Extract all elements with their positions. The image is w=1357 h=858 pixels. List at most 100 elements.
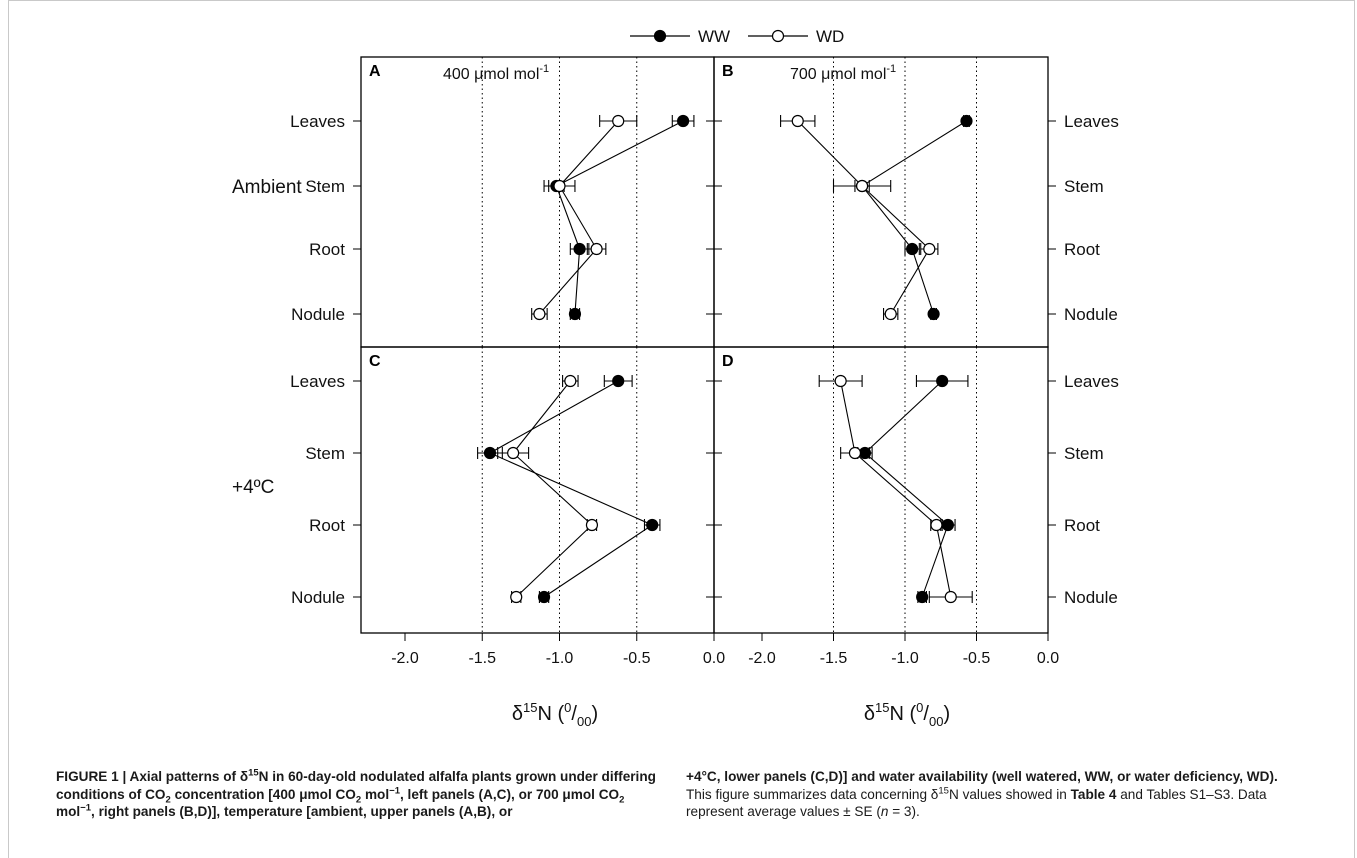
x-tick-label: -0.5 xyxy=(963,650,991,667)
data-point-wd xyxy=(884,307,897,321)
caption-text: N values showed in xyxy=(948,786,1071,802)
caption-text: n xyxy=(880,804,889,819)
x-tick-label: -2.0 xyxy=(391,650,419,667)
x-axis-label: δ15N (0/00) xyxy=(512,700,598,729)
data-point-wd xyxy=(930,518,943,532)
y-tick-label: Root xyxy=(1064,516,1100,535)
data-point-ww xyxy=(936,374,949,388)
caption-text: N in 60-day-old nodulated alfalfa plants… xyxy=(56,769,656,802)
data-point-wd xyxy=(507,446,520,460)
data-point-ww xyxy=(927,307,940,321)
panel-letter: D xyxy=(722,353,734,370)
panel-A: Leaves Stem Root Nodule A 400 μmol mol-1 xyxy=(290,56,715,348)
x-tick-label: -0.5 xyxy=(623,650,651,667)
y-tick-label: Leaves xyxy=(1064,372,1119,391)
data-point-ww xyxy=(676,114,690,128)
caption-text: , right panels (B,D)], temperature [ambi… xyxy=(91,804,513,819)
y-tick-label: Stem xyxy=(305,177,345,196)
caption-text: 2 xyxy=(165,794,171,806)
y-tick-label: Leaves xyxy=(290,112,345,131)
caption-text: = 3). xyxy=(888,804,920,819)
row-label: Ambient xyxy=(232,177,302,198)
y-tick-label: Nodule xyxy=(1064,305,1118,324)
caption-text: This figure summarizes data concerning xyxy=(686,786,931,802)
caption-text: FIGURE 1 | Axial patterns of xyxy=(56,769,240,784)
x-tick-label: -1.5 xyxy=(468,650,496,667)
data-point-wd xyxy=(834,374,847,388)
panel-B: Leaves Stem Root Nodule B 700 μmol mol-1 xyxy=(713,56,1119,348)
y-tick-label: Stem xyxy=(1064,177,1104,196)
data-point-wd xyxy=(612,114,625,128)
y-tick-label: Leaves xyxy=(290,372,345,391)
data-point-ww xyxy=(941,518,955,532)
caption-text: mol xyxy=(361,786,390,802)
caption-right: +4°C, lower panels (C,D)] and water avai… xyxy=(686,768,1296,821)
caption-text: 2 xyxy=(619,794,625,806)
series-line-ww xyxy=(555,120,684,315)
data-point-ww xyxy=(568,307,582,321)
caption-table-ref[interactable]: Table 4 xyxy=(1070,786,1117,802)
x-tick-label: -1.5 xyxy=(820,650,848,667)
data-point-ww xyxy=(906,242,919,256)
caption-left: FIGURE 1 | Axial patterns of δ15N in 60-… xyxy=(56,768,666,821)
data-point-wd xyxy=(944,590,957,604)
data-point-ww xyxy=(612,374,625,388)
caption-text: concentration [400 xyxy=(170,786,300,802)
data-point-wd xyxy=(590,242,603,256)
caption-text: 15 xyxy=(938,784,949,796)
x-tick-label: -1.0 xyxy=(546,650,574,667)
legend-marker-filled xyxy=(653,29,667,43)
series-line-ww xyxy=(488,380,654,598)
series-line-wd xyxy=(539,120,619,315)
caption-text: mol xyxy=(56,804,81,819)
data-point-wd xyxy=(848,446,862,460)
panel-letter: C xyxy=(369,353,381,370)
data-point-ww xyxy=(573,242,586,256)
y-tick-label: Stem xyxy=(305,444,345,463)
caption-text: μ xyxy=(299,786,308,802)
x-tick-label: 0.0 xyxy=(703,650,725,667)
data-point-wd xyxy=(791,114,804,128)
data-point-ww xyxy=(646,518,659,532)
caption-text: −1 xyxy=(80,802,92,814)
data-point-wd xyxy=(855,179,869,193)
series-line-wd xyxy=(512,380,593,598)
legend-label: WD xyxy=(816,27,844,46)
caption-text: , left panels (A,C), or 700 xyxy=(400,786,563,802)
panel-label: 700 μmol mol-1 xyxy=(790,63,896,83)
caption-text: +4°C, lower panels (C,D)] and water avai… xyxy=(686,769,1278,784)
panel-letter: B xyxy=(722,63,734,80)
x-axis-label: δ15N (0/00) xyxy=(864,700,950,729)
y-tick-label: Root xyxy=(309,240,345,259)
caption-text: δ xyxy=(239,769,249,784)
panel-border xyxy=(360,346,715,634)
legend-marker-open xyxy=(771,29,785,43)
panel-border xyxy=(713,56,1049,348)
data-point-wd xyxy=(553,179,566,193)
y-tick-label: Nodule xyxy=(1064,588,1118,607)
data-point-wd xyxy=(923,242,936,256)
caption-text: mol CO xyxy=(307,786,356,802)
panel-D: Leaves Stem Root Nodule D xyxy=(713,346,1119,634)
caption-text: δ xyxy=(930,786,939,802)
caption-text: 15 xyxy=(248,767,259,779)
y-tick-label: Leaves xyxy=(1064,112,1119,131)
figure-chart: WW WD Leaves Stem Root Nodule A 400 μmol mol-1 L… xyxy=(232,27,1119,729)
series-line-wd xyxy=(840,380,952,598)
data-point-wd xyxy=(510,590,523,604)
panel-letter: A xyxy=(369,63,381,80)
y-tick-label: Stem xyxy=(1064,444,1104,463)
y-tick-label: Root xyxy=(309,516,345,535)
caption-text: 2 xyxy=(355,794,362,806)
legend-label: WW xyxy=(698,27,730,46)
caption-text: mol CO xyxy=(570,786,620,802)
panel-label: 400 μmol mol-1 xyxy=(443,63,549,83)
data-point-wd xyxy=(564,374,577,388)
legend: WW WD xyxy=(630,27,844,46)
data-point-ww xyxy=(483,446,497,460)
x-tick-label: -2.0 xyxy=(748,650,776,667)
data-point-wd xyxy=(533,307,546,321)
caption-text: and Tables S1–S3. Data represent average… xyxy=(686,786,1267,820)
series-line-wd xyxy=(797,120,931,315)
panel-C: Leaves Stem Root Nodule C xyxy=(290,346,715,634)
